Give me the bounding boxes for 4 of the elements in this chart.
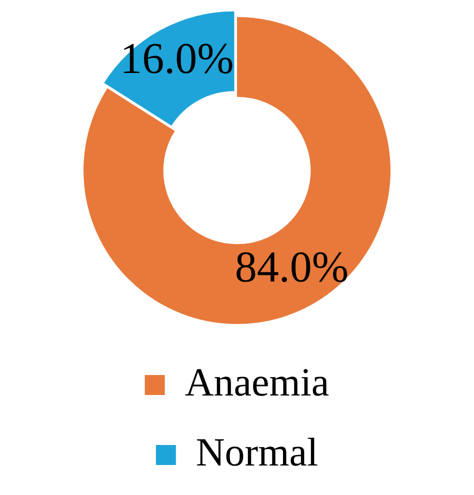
legend-label: Normal — [196, 430, 318, 474]
data-label: 16.0% — [120, 34, 234, 83]
legend-label: Anaemia — [184, 360, 330, 404]
data-label: 84.0% — [234, 242, 349, 292]
